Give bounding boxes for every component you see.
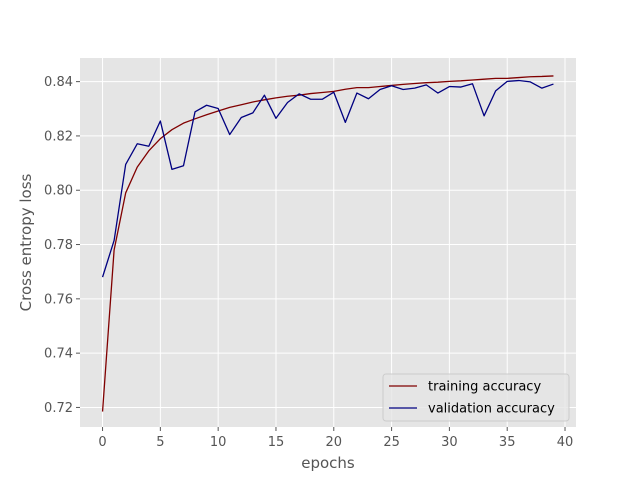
x-tick-label: 25 (383, 435, 400, 450)
y-tick-label: 0.72 (44, 401, 73, 416)
y-axis: 0.72 0.74 0.76 0.78 0.80 0.82 0.84 (44, 75, 80, 416)
x-axis: 0 5 10 15 20 25 30 35 40 (98, 427, 573, 450)
legend: training accuracy validation accuracy (382, 373, 570, 422)
x-tick-label: 35 (499, 435, 516, 450)
x-tick-label: 10 (210, 435, 227, 450)
y-tick-label: 0.82 (44, 129, 73, 144)
x-tick-label: 20 (326, 435, 343, 450)
y-axis-label: Cross entropy loss (17, 173, 35, 311)
y-tick-label: 0.84 (44, 75, 73, 90)
x-tick-label: 15 (268, 435, 285, 450)
legend-entry-label: training accuracy (428, 380, 541, 395)
x-tick-label: 5 (156, 435, 164, 450)
y-tick-label: 0.78 (44, 238, 73, 253)
legend-entry-label: validation accuracy (428, 402, 555, 417)
legend-box (382, 373, 570, 422)
series-line-training-accuracy (101, 75, 554, 412)
series-line-validation-accuracy (101, 79, 554, 278)
y-tick-label: 0.74 (44, 347, 73, 362)
x-tick-label: 30 (441, 435, 458, 450)
x-tick-label: 40 (557, 435, 574, 450)
series-lines (101, 75, 554, 412)
x-tick-label: 0 (98, 435, 106, 450)
plot-area (80, 58, 576, 427)
x-axis-label: epochs (301, 454, 355, 472)
y-tick-label: 0.80 (44, 184, 73, 199)
y-tick-label: 0.76 (44, 292, 73, 307)
